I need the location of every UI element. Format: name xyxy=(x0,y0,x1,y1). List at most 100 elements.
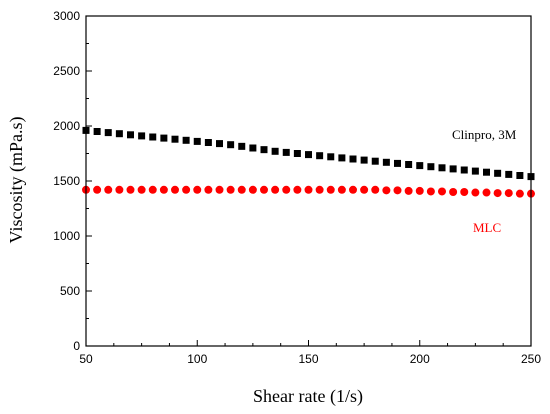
data-point xyxy=(460,188,469,196)
data-point xyxy=(426,187,435,196)
data-point xyxy=(505,170,513,178)
data-point xyxy=(137,185,146,194)
data-point xyxy=(160,134,168,142)
data-point xyxy=(482,188,491,197)
data-point xyxy=(237,185,246,194)
data-point xyxy=(416,162,424,170)
data-point xyxy=(93,185,102,194)
x-axis-title: Shear rate (1/s) xyxy=(253,386,363,407)
data-point xyxy=(449,188,458,196)
data-point xyxy=(393,186,402,195)
data-point xyxy=(305,151,312,159)
data-point xyxy=(327,153,335,161)
data-marks xyxy=(82,126,535,198)
y-tick-label: 1500 xyxy=(53,174,80,188)
data-point xyxy=(182,185,191,194)
data-point xyxy=(449,165,457,173)
data-point xyxy=(293,150,301,157)
series-1 xyxy=(82,185,535,198)
data-point xyxy=(371,157,379,165)
y-tick-label: 3000 xyxy=(53,9,80,23)
y-tick-label: 500 xyxy=(60,284,80,298)
data-point xyxy=(405,161,413,168)
data-point xyxy=(138,132,146,140)
data-point xyxy=(494,169,502,177)
data-point xyxy=(149,133,157,141)
y-tick-label: 2500 xyxy=(53,64,80,78)
data-point xyxy=(438,164,446,172)
plot-frame xyxy=(85,15,532,347)
y-tick-label: 0 xyxy=(73,339,80,353)
data-point xyxy=(104,185,113,194)
data-point xyxy=(115,185,124,194)
data-point xyxy=(171,185,179,194)
data-point xyxy=(293,185,302,194)
data-point xyxy=(315,185,324,194)
series-0 xyxy=(82,126,535,181)
data-point xyxy=(493,189,502,198)
data-point xyxy=(338,154,346,162)
data-point xyxy=(471,167,479,175)
data-point xyxy=(415,186,424,195)
data-point xyxy=(515,189,524,198)
data-point xyxy=(260,185,268,194)
data-point xyxy=(215,185,224,194)
data-point xyxy=(216,140,223,148)
data-point xyxy=(204,185,213,194)
data-point xyxy=(360,156,368,164)
data-point xyxy=(516,172,524,179)
data-point xyxy=(226,185,235,194)
data-point xyxy=(104,129,112,137)
data-point xyxy=(371,185,380,194)
data-point xyxy=(360,185,369,194)
x-tick-label: 250 xyxy=(521,352,541,366)
data-point xyxy=(271,185,280,194)
data-point xyxy=(204,139,212,146)
data-point xyxy=(394,159,401,167)
data-point xyxy=(127,131,134,139)
data-point xyxy=(182,136,190,144)
data-point xyxy=(126,185,135,194)
data-point xyxy=(115,130,123,138)
data-point xyxy=(148,185,157,194)
data-point xyxy=(282,185,291,194)
data-point xyxy=(93,128,101,135)
data-point xyxy=(193,137,201,145)
data-point xyxy=(304,185,313,194)
data-point xyxy=(337,185,346,194)
y-axis-title: Viscosity (mPa.s) xyxy=(6,117,27,244)
data-point xyxy=(427,163,435,171)
series-label-mlc: MLC xyxy=(473,220,501,235)
x-tick-label: 150 xyxy=(298,352,318,366)
data-point xyxy=(249,144,257,152)
data-point xyxy=(382,158,390,166)
data-point xyxy=(193,185,202,194)
data-point xyxy=(404,186,413,195)
series-label-clinpro: Clinpro, 3M xyxy=(452,127,517,142)
y-tick-label: 1000 xyxy=(53,229,80,243)
x-axis-ticks: 50 100 150 200 250 xyxy=(79,340,541,366)
x-tick-label: 50 xyxy=(79,352,93,366)
data-point xyxy=(238,142,246,150)
data-point xyxy=(349,155,357,163)
x-tick-label: 200 xyxy=(410,352,430,366)
data-point xyxy=(159,185,168,194)
data-point xyxy=(504,189,513,198)
data-point xyxy=(382,186,391,195)
data-point xyxy=(316,152,324,160)
data-point xyxy=(326,185,335,194)
data-point xyxy=(260,146,268,154)
y-tick-label: 2000 xyxy=(53,119,80,133)
data-point xyxy=(271,147,279,155)
data-point xyxy=(460,166,468,174)
data-point xyxy=(483,168,490,176)
data-point xyxy=(471,188,480,197)
data-point xyxy=(349,185,357,194)
x-tick-label: 100 xyxy=(187,352,207,366)
data-point xyxy=(227,141,235,149)
data-point xyxy=(438,187,446,196)
data-point xyxy=(248,185,257,194)
data-point xyxy=(171,135,179,143)
data-point xyxy=(282,148,290,156)
